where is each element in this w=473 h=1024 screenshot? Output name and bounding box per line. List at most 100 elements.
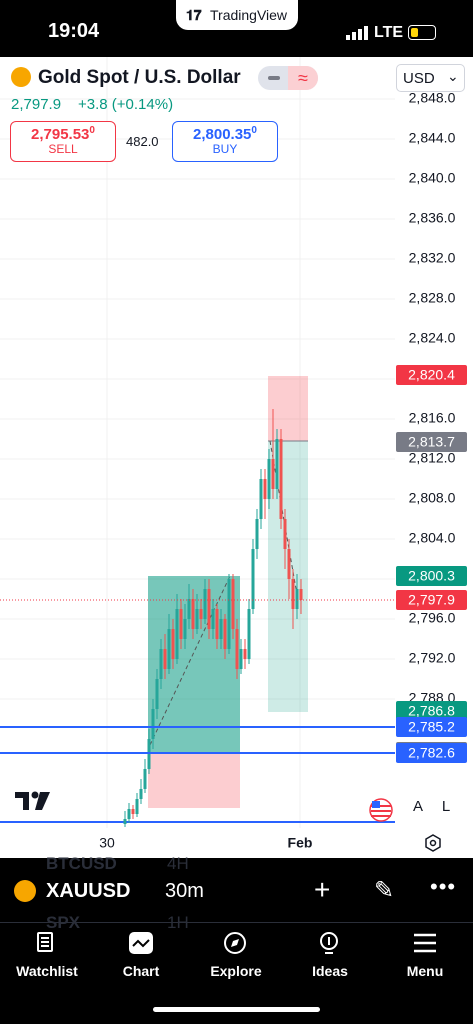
candle-body: [227, 579, 231, 649]
currency-select[interactable]: USD ⌄: [396, 64, 465, 92]
nav-item[interactable]: Menu: [380, 932, 470, 979]
logo-mark: 𝟏𝟕: [186, 7, 202, 23]
more-button[interactable]: •••: [430, 874, 457, 899]
tv-logo: [15, 791, 50, 810]
settings-icon[interactable]: [425, 834, 441, 852]
flag-canton: [372, 801, 380, 808]
symbol-title[interactable]: Gold Spot / U.S. Dollar: [38, 67, 241, 88]
candle-body: [207, 589, 211, 629]
nav-item[interactable]: Explore: [191, 932, 281, 979]
candle-body: [251, 549, 255, 609]
candle-body: [155, 679, 159, 709]
nav-label: Menu: [406, 963, 444, 979]
nav-item[interactable]: Ideas: [285, 932, 375, 979]
price-tag-label: 2,800.3: [408, 568, 455, 584]
nav-label: Chart: [122, 963, 160, 979]
candle-body: [263, 479, 267, 499]
signal-bars: [346, 26, 370, 45]
divider: [0, 922, 473, 923]
home-indicator: [153, 1007, 320, 1012]
price-tag-label: 2,782.6: [408, 745, 455, 761]
nav-icon: [320, 932, 338, 954]
price-tag: [396, 590, 467, 610]
ghost-interval: 1H: [167, 913, 189, 932]
ghost-interval: 4H: [167, 854, 189, 873]
candle-body: [299, 589, 303, 600]
battery-level: [411, 28, 418, 37]
toolbar-symbol[interactable]: XAUUSD: [46, 880, 131, 902]
buy-button[interactable]: 2,800.350 BUY: [172, 121, 278, 162]
y-tick-label: 2,804.0: [409, 530, 456, 546]
candle-body: [295, 589, 299, 609]
price-tag-label: 2,813.7: [408, 434, 455, 450]
y-tick-label: 2,840.0: [409, 170, 456, 186]
y-tick-label: 2,796.0: [409, 610, 456, 626]
log-button[interactable]: L: [441, 798, 451, 815]
candle-body: [271, 459, 275, 489]
candle-body: [167, 629, 171, 669]
y-tick-label: 2,848.0: [409, 90, 456, 106]
short-stop-zone: [268, 376, 308, 441]
y-tick-label: 2,816.0: [409, 410, 456, 426]
network: LTE: [374, 24, 404, 41]
candle-body: [175, 609, 179, 659]
nav-item[interactable]: Chart: [96, 932, 186, 979]
candle-body: [203, 589, 207, 619]
add-button[interactable]: +: [314, 874, 331, 905]
nav-item[interactable]: Watchlist: [2, 932, 92, 979]
sell-button[interactable]: 2,795.530 SELL: [10, 121, 116, 162]
long-stop-zone: [148, 753, 240, 808]
candle-body: [163, 649, 167, 669]
x-tick-label: Feb: [288, 835, 313, 851]
toggle-wave: ≈: [288, 66, 318, 90]
price-tag: [396, 566, 467, 586]
price-tag-label: 2,786.8: [408, 703, 455, 719]
candle-body: [139, 789, 143, 799]
x-tick-label: 30: [99, 835, 115, 851]
currency: USD: [403, 70, 435, 87]
mode-toggle[interactable]: ≈: [258, 66, 318, 90]
chevron: ⌄: [447, 68, 459, 84]
auto-button[interactable]: A: [412, 798, 423, 815]
sell-label: SELL: [48, 142, 78, 156]
toolbar-interval[interactable]: 30m: [165, 880, 204, 902]
buy-price: 2,800.35: [193, 126, 252, 143]
ghost-symbol: BTCUSD: [46, 854, 117, 873]
y-tick-label: 2,828.0: [409, 290, 456, 306]
signal: [346, 26, 368, 40]
candle-body: [231, 579, 235, 629]
candle-body: [287, 549, 291, 579]
y-tick-label: 2,844.0: [409, 130, 456, 146]
clock: 19:04: [48, 20, 100, 42]
candle-body: [131, 809, 135, 814]
y-tick-label: 2,836.0: [409, 210, 456, 226]
candle-body: [191, 599, 195, 629]
candle-body: [183, 619, 187, 639]
candle-body: [195, 609, 199, 629]
candle-body: [259, 479, 263, 519]
nav-icon: [37, 932, 53, 952]
candle-body: [291, 579, 295, 609]
nav-icon: [224, 932, 246, 954]
candle-body: [275, 439, 279, 489]
candle-body: [123, 819, 127, 824]
nav-icon: [129, 932, 153, 954]
toggle-dash: [268, 76, 280, 80]
sell-pip: 0: [89, 125, 95, 136]
buy-label: BUY: [212, 142, 238, 156]
candle-body: [171, 629, 175, 659]
logo-part: [31, 791, 39, 799]
buy-pip: 0: [251, 125, 257, 136]
candle-body: [151, 709, 155, 739]
last-price: 2,797.9: [11, 96, 62, 113]
price-change: +3.8 (+0.14%): [78, 96, 174, 113]
sell-price: 2,795.53: [31, 126, 90, 143]
price-tag: [396, 365, 467, 385]
draw-button[interactable]: ✎: [374, 877, 395, 904]
candle-body: [199, 609, 203, 619]
price-tag: [396, 432, 467, 452]
candle-body: [243, 649, 247, 659]
candle-body: [143, 769, 147, 789]
